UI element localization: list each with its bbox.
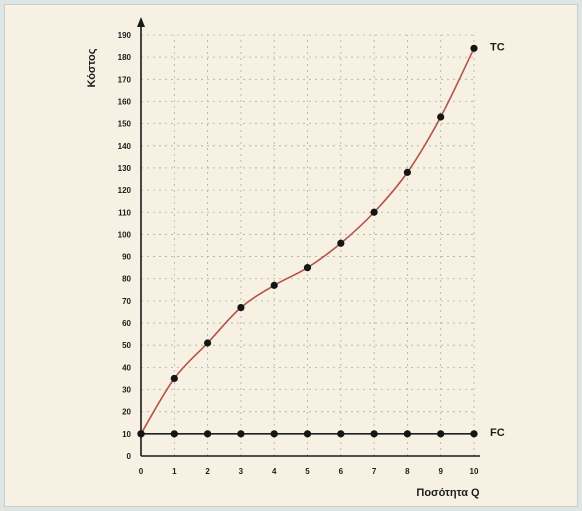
x-tick-label: 7 <box>372 467 377 476</box>
data-point-fc <box>370 430 378 438</box>
x-tick-label: 5 <box>305 467 310 476</box>
x-tick-label: 3 <box>239 467 244 476</box>
y-tick-label: 70 <box>122 297 131 306</box>
series-label-fc: FC <box>490 427 505 439</box>
series-labels: TC FC <box>490 41 505 439</box>
data-point-fc <box>470 430 478 438</box>
data-point-tc <box>337 239 345 247</box>
y-tick-label: 110 <box>118 208 131 217</box>
series-label-tc: TC <box>490 41 505 53</box>
x-tick-label: 0 <box>139 467 144 476</box>
y-tick-labels: 0 10 20 30 40 50 60 70 80 90 100 110 120 130 140 150 160… <box>118 31 132 461</box>
x-tick-label: 9 <box>438 467 443 476</box>
y-tick-label: 10 <box>122 430 131 439</box>
x-axis-title: Ποσότητα Q <box>416 487 480 499</box>
x-tick-label: 6 <box>339 467 344 476</box>
data-point-fc <box>237 430 245 438</box>
y-tick-label: 140 <box>118 142 132 151</box>
y-tick-label: 50 <box>122 341 131 350</box>
data-point-fc <box>303 430 312 438</box>
x-tick-label: 2 <box>205 467 210 476</box>
data-point-tc <box>370 208 378 216</box>
data-point-tc <box>437 113 445 121</box>
data-point-fc <box>137 430 145 438</box>
data-point-tc <box>403 168 411 176</box>
y-tick-label: 130 <box>118 164 132 173</box>
y-axis-title: Κόστος <box>86 48 98 87</box>
y-axis-arrow <box>137 17 145 27</box>
data-point-fc <box>437 430 445 438</box>
data-point-tc <box>270 281 278 289</box>
data-point-fc <box>170 430 178 438</box>
y-tick-label: 180 <box>118 53 132 62</box>
y-tick-label: 40 <box>122 363 131 372</box>
data-point-tc <box>237 303 245 312</box>
x-tick-label: 1 <box>172 467 177 476</box>
data-point-tc <box>204 339 212 347</box>
data-markers <box>137 44 478 438</box>
data-point-fc <box>403 430 411 438</box>
data-point-fc <box>337 430 345 438</box>
data-point-tc <box>170 374 178 383</box>
grid <box>141 34 475 456</box>
y-tick-label: 160 <box>118 97 132 106</box>
chart-frame: 0 1 2 3 4 5 6 7 8 9 10 0 10 20 30 40 50 60 70 80 90 100 110 12… <box>4 4 578 507</box>
y-tick-label: 30 <box>122 386 131 395</box>
y-tick-label: 80 <box>122 275 131 284</box>
data-point-tc <box>470 44 478 52</box>
y-tick-label: 90 <box>122 253 131 262</box>
x-tick-labels: 0 1 2 3 4 5 6 7 8 9 10 <box>139 467 479 476</box>
data-point-fc <box>270 430 278 438</box>
y-tick-label: 120 <box>118 186 132 195</box>
data-point-tc <box>303 264 312 272</box>
axes <box>137 17 480 457</box>
y-tick-label: 150 <box>118 120 132 129</box>
data-point-fc <box>204 430 212 438</box>
y-tick-label: 190 <box>118 31 132 40</box>
x-tick-label: 10 <box>470 467 479 476</box>
x-tick-label: 4 <box>272 467 277 476</box>
y-tick-label: 170 <box>118 75 132 84</box>
cost-chart: 0 1 2 3 4 5 6 7 8 9 10 0 10 20 30 40 50 60 70 80 90 100 110 12… <box>86 17 505 499</box>
y-tick-label: 20 <box>122 408 131 417</box>
y-tick-label: 60 <box>122 319 131 328</box>
y-tick-label: 0 <box>127 452 132 461</box>
x-tick-label: 8 <box>405 467 410 476</box>
y-tick-label: 100 <box>118 230 132 239</box>
